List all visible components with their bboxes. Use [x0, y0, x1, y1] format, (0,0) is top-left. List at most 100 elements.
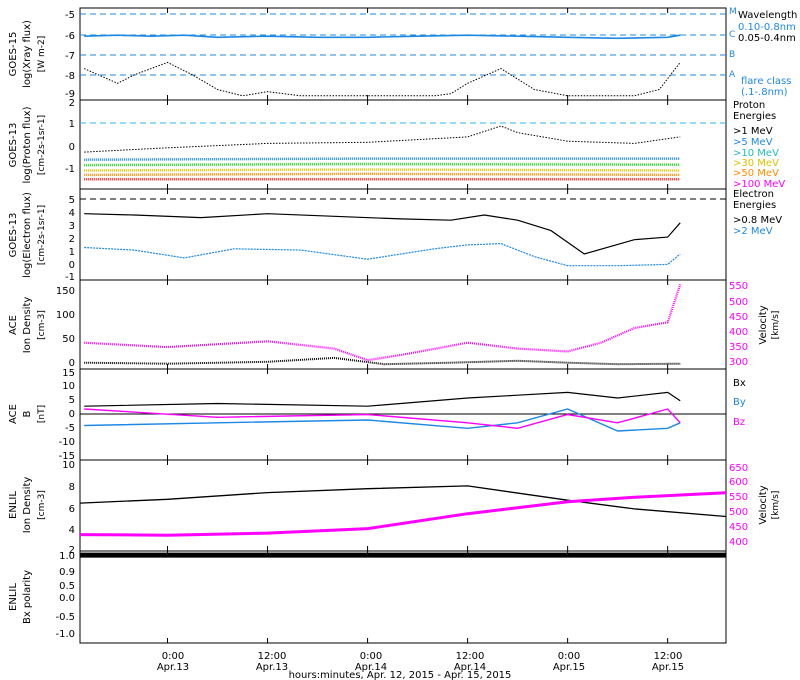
ace-velocity-label-line2: [km/s] [771, 311, 781, 340]
class-label-a: A [729, 70, 736, 80]
polarity-ytick: -0.5 [55, 612, 75, 623]
electron-ytick: 1 [69, 247, 75, 258]
class-label-b: B [729, 50, 735, 60]
tick-label-1-time: 12:00 [258, 651, 287, 662]
electron-ytick: 5 [69, 195, 75, 206]
enlil-velocity-ytick: 650 [729, 463, 748, 474]
series-bx [84, 391, 681, 407]
ace-plasma-panel [79, 279, 727, 370]
ace-plasma-yticks-right: 550 500 450 400 350 300 [729, 281, 748, 368]
proton-legend-item: >30 MeV [733, 158, 779, 169]
enlil-velocity-label-line1: Velocity [758, 485, 769, 524]
ace-plasma-ylabel: ACE Ion Density [cm-3] Velocity [km/s] [8, 297, 781, 354]
ace-mag-ytick: 0 [69, 409, 75, 420]
xray-legend-item-long: 0.10-0.8nm [738, 22, 796, 33]
ace-mag-ytick: 5 [69, 395, 75, 406]
enlil-polarity-panel [79, 550, 727, 644]
ace-mag-ylabel-line1: ACE [8, 404, 19, 424]
proton-legend-item: >100 MeV [733, 179, 785, 190]
enlil-plasma-yticks-left: 10 8 6 4 2 [62, 460, 75, 556]
electron-ylabel: GOES-13 log(Electron flux) [cm-2s-1sr-1] [8, 192, 47, 278]
ace-velocity-ytick: 300 [729, 357, 748, 368]
proton-legend-title-2: Energies [733, 111, 776, 122]
xray-ylabel-line1: GOES-15 [8, 32, 19, 77]
enlil-plasma-ylabel: ENLIL Ion Density [cm-3] Velocity [km/s] [8, 477, 781, 534]
enlil-plasma-ylabel-line2: Ion Density [22, 477, 33, 534]
tick-label-5-day: Apr.15 [652, 662, 684, 673]
electron-ytick: 2 [69, 234, 75, 245]
enlil-density-ytick: 4 [69, 525, 75, 536]
flare-class-title: flare class [741, 76, 791, 87]
enlil-polarity-ylabel: ENLIL Bx polarity [8, 570, 33, 624]
ace-mag-ytick: -10 [59, 437, 75, 448]
series-2-mev [84, 242, 681, 267]
tick-label-4-time: 0:00 [558, 651, 580, 662]
ace-velocity-ytick: 350 [729, 342, 748, 353]
ace-mag-yticks: 15 10 5 0 -5 -10 -15 [59, 368, 75, 462]
proton-legend-item: >5 MeV [733, 137, 773, 148]
series-bz [84, 408, 681, 430]
xray-panel [79, 7, 727, 101]
proton-yticks: 2 1 0 -1 [65, 98, 75, 175]
ace-mag-ytick: -15 [59, 451, 75, 462]
electron-legend-item: >2 MeV [733, 226, 773, 237]
ace-mag-legend-bz: Bz [733, 417, 745, 428]
series-0-05-0-4nm [84, 34, 681, 40]
tick-label-2-day: Apr.14 [355, 662, 387, 673]
reference-lines [80, 13, 726, 415]
tick-label-1-day: Apr.13 [256, 662, 288, 673]
series-50-mev [84, 172, 681, 177]
series-by [84, 408, 681, 432]
tick-label-0-time: 0:00 [162, 651, 184, 662]
enlil-plasma-yticks-right: 650 600 550 500 450 400 [729, 463, 748, 548]
tick-label-0-day: Apr.13 [157, 662, 189, 673]
tick-label-3-time: 12:00 [456, 651, 485, 662]
ace-plasma-ytick: 0 [69, 358, 75, 369]
enlil-velocity-ytick: 450 [729, 522, 748, 533]
polarity-ytick: 0.9 [59, 567, 75, 578]
proton-ylabel-line2: log(Proton flux) [22, 106, 33, 183]
electron-legend-title-1: Electron [733, 189, 774, 200]
ace-plasma-ytick: 100 [56, 310, 75, 321]
proton-ylabel-line3: [cm-2s-1sr-1] [37, 115, 47, 175]
polarity-ytick: 1.0 [59, 551, 75, 562]
series-10-mev [84, 162, 681, 167]
xray-ytick: -5 [65, 10, 75, 21]
ace-plasma-yticks-left: 150 100 50 0 [56, 286, 75, 369]
electron-ylabel-line3: [cm-2s-1sr-1] [37, 205, 47, 265]
xray-ytick: -8 [65, 71, 75, 82]
electron-ylabel-line1: GOES-13 [8, 213, 19, 258]
ace-mag-ylabel-line3: [nT] [37, 405, 47, 423]
enlil-polarity-ylabel-line1: ENLIL [8, 583, 19, 611]
enlil-velocity-ytick: 550 [729, 492, 748, 503]
enlil-velocity-ytick: 500 [729, 507, 748, 518]
series-layer [79, 34, 727, 558]
tick-label-3-day: Apr.14 [454, 662, 486, 673]
xray-ylabel-line2: log(Xray flux) [22, 20, 33, 88]
ace-plasma-ytick: 50 [62, 334, 75, 345]
enlil-velocity-ytick: 400 [729, 537, 748, 548]
flare-class-range: (.1-.8nm) [741, 87, 788, 98]
xray-legend-item-short: 0.05-0.4nm [738, 33, 796, 44]
xray-legend-title: Wavelength [738, 10, 797, 21]
ace-mag-ytick: 10 [62, 381, 75, 392]
electron-ytick: -1 [65, 272, 75, 283]
ace-velocity-ytick: 500 [729, 297, 748, 308]
ace-mag-ylabel-line2: B [22, 410, 33, 417]
series-1-mev [84, 125, 681, 153]
proton-ytick: 0 [69, 142, 75, 153]
proton-legend: Proton Energies >1 MeV >5 MeV >10 MeV >3… [733, 100, 785, 190]
xray-class-labels: M C B A [729, 7, 737, 80]
proton-legend-item: >10 MeV [733, 148, 779, 159]
electron-legend: Electron Energies >0.8 MeV >2 MeV [733, 189, 782, 237]
series-ace-velocity [84, 284, 682, 362]
ace-mag-ytick: -5 [65, 423, 75, 434]
electron-ytick: 0 [69, 260, 75, 271]
ace-velocity-ytick: 550 [729, 281, 748, 292]
electron-legend-title-2: Energies [733, 200, 776, 211]
tick-label-5-time: 12:00 [654, 651, 683, 662]
ace-mag-legend-bx: Bx [733, 378, 746, 389]
proton-legend-item: >1 MeV [733, 126, 773, 137]
ace-mag-legend: Bx By Bz [733, 378, 746, 428]
